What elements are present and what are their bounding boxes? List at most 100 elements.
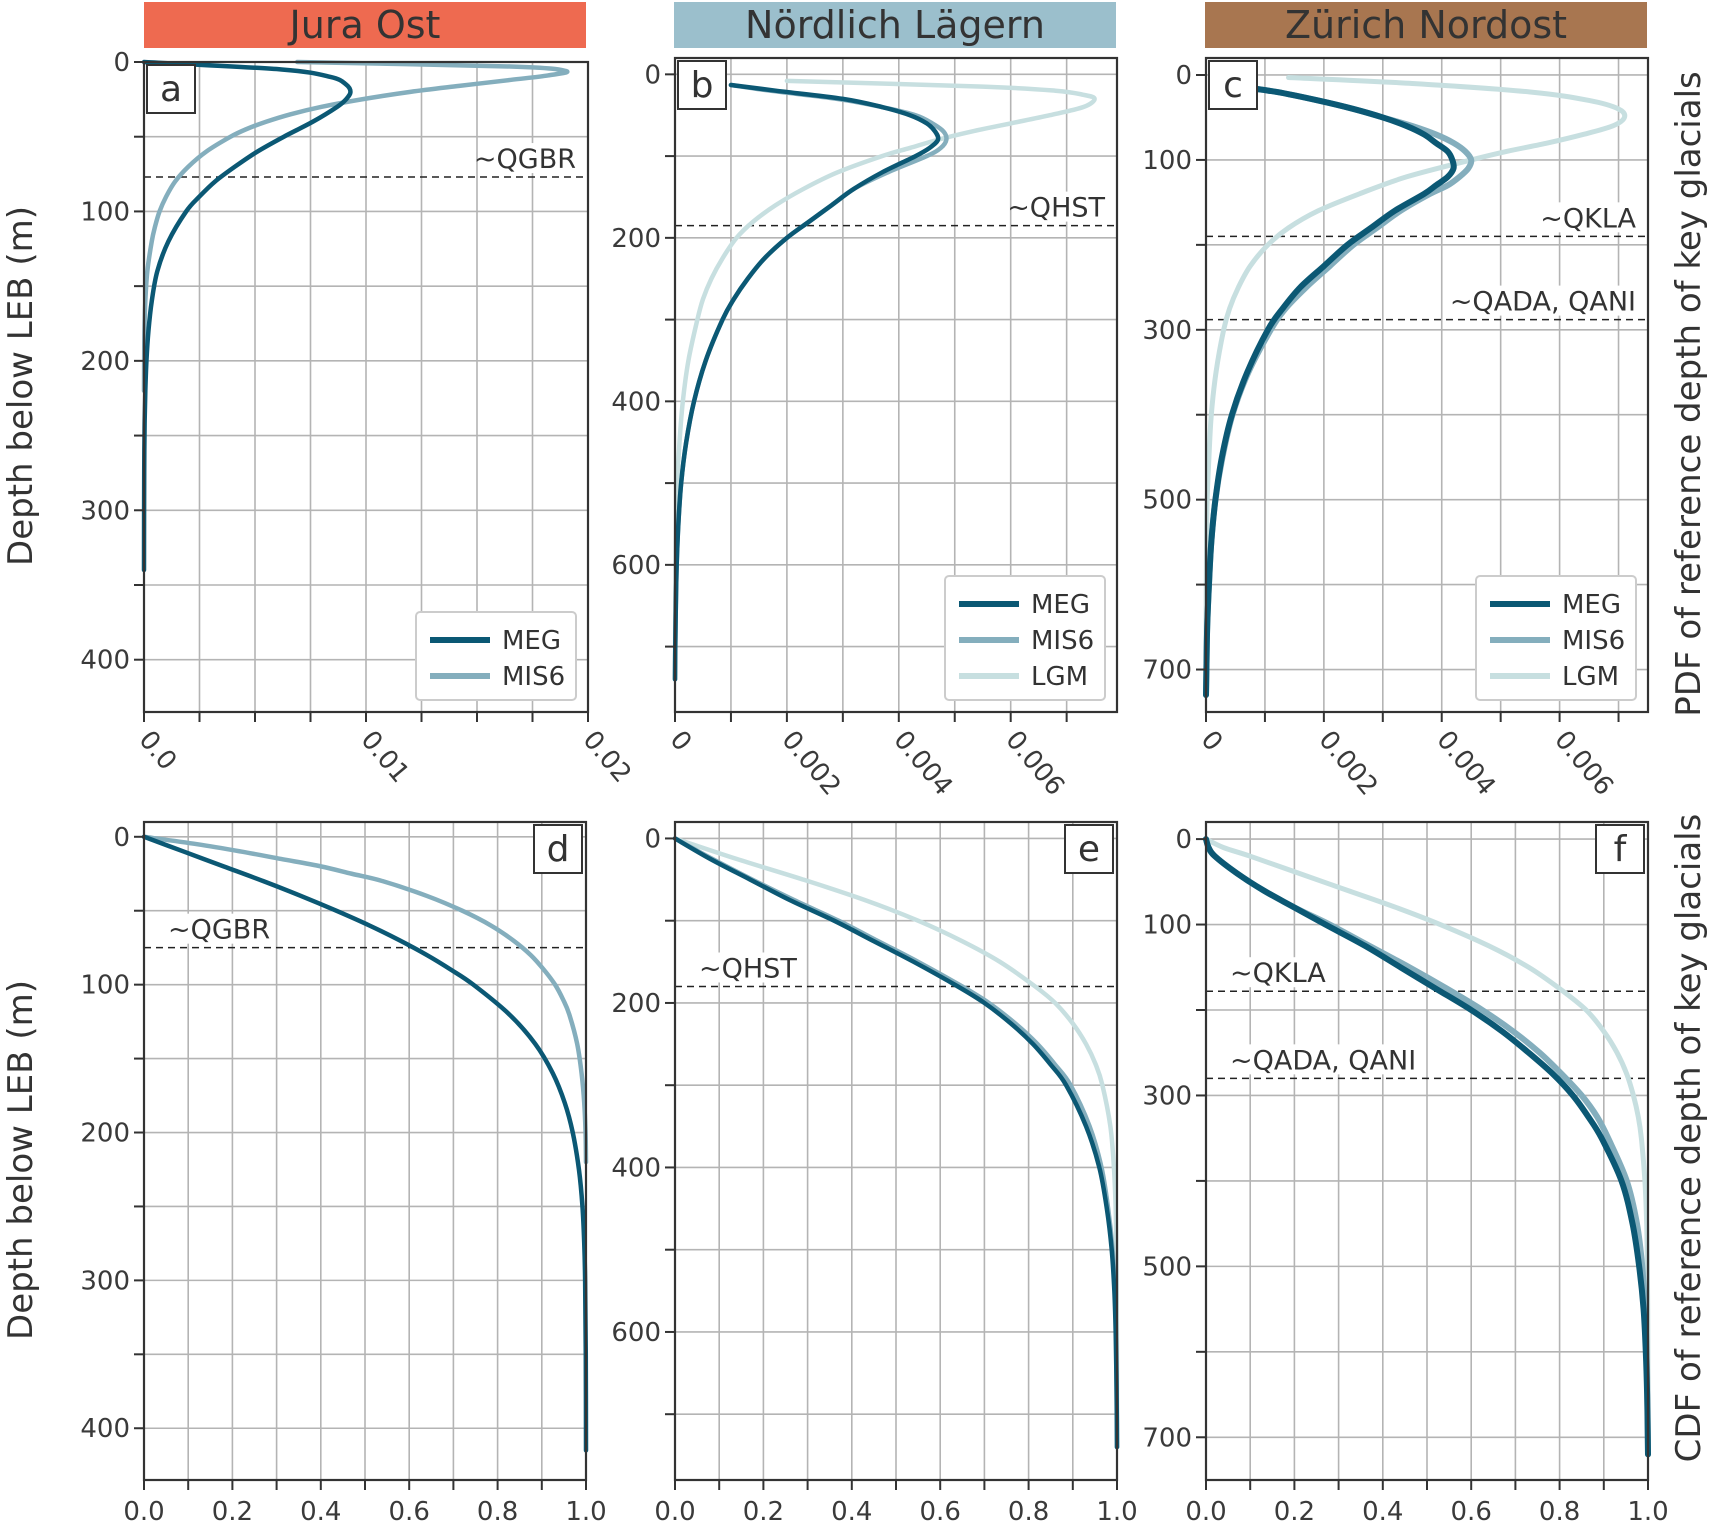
- x-tick-label: 0.02: [577, 725, 637, 789]
- legend-label-meg: MEG: [502, 626, 561, 656]
- y-tick-label: 600: [611, 1318, 661, 1348]
- panel-letter: b: [691, 65, 714, 106]
- reference-depth-label: ~QKLA: [1540, 203, 1636, 234]
- y-tick-label: 300: [1142, 316, 1192, 346]
- x-tick-label: 0.0: [1185, 1497, 1226, 1527]
- x-tick-label: 0.004: [887, 725, 958, 801]
- region-header-bar: [674, 2, 1116, 48]
- pdf-side-label: PDF of reference depth of key glacials: [1669, 71, 1709, 716]
- reference-label-background: [488, 143, 580, 174]
- x-tick-label: 0.8: [1008, 1497, 1049, 1527]
- x-tick-label: 0.6: [920, 1497, 961, 1527]
- y-tick-label: 700: [1142, 656, 1192, 686]
- x-tick-label: 1.0: [565, 1497, 606, 1527]
- panel-letter-box: [533, 824, 583, 874]
- panel-letter: f: [1614, 829, 1628, 870]
- reference-label-background: [162, 913, 254, 944]
- y-tick-label: 0: [644, 60, 661, 90]
- legend: MEG MIS6 LGM: [1475, 575, 1637, 701]
- legend-label-mis6: MIS6: [1562, 626, 1625, 656]
- region-header-zuerich-nordost: Zürich Nordost: [1205, 2, 1647, 48]
- panel-letter: d: [547, 829, 570, 870]
- y-tick-label: 0: [1175, 825, 1192, 855]
- series-line-meg: [1203, 836, 1651, 1458]
- x-tick-label: 0.0: [123, 1497, 164, 1527]
- panel-letter-box: [1595, 824, 1645, 874]
- y-tick-label: 400: [80, 646, 130, 676]
- x-tick-label: 0.004: [1430, 725, 1501, 801]
- x-tick-label: 0.006: [1548, 725, 1619, 801]
- y-tick-label: 300: [80, 496, 130, 526]
- y-tick-label: 200: [611, 224, 661, 254]
- x-tick-label: 1.0: [1627, 1497, 1668, 1527]
- panel-c: ~QKLA ~QADA, QANI 0 100 300 500 700 0 0.002 0.004…: [1142, 56, 1650, 802]
- x-tick-label: 0.8: [1539, 1497, 1580, 1527]
- x-tick-label: 0.6: [389, 1497, 430, 1527]
- y-tick-label: 200: [611, 989, 661, 1019]
- x-tick-label: 1.0: [1096, 1497, 1137, 1527]
- panel-letter-box: [677, 60, 727, 110]
- y-tick-label: 200: [80, 1119, 130, 1149]
- reference-label-background: [1224, 957, 1316, 988]
- reference-label-background: [1017, 191, 1109, 222]
- x-tick-label: 0.2: [1274, 1497, 1315, 1527]
- reference-depth-label: ~QKLA: [1230, 958, 1326, 989]
- reference-depth-label: ~QADA, QANI: [1450, 287, 1636, 318]
- region-header-bar: [144, 2, 586, 48]
- y-tick-label: 600: [611, 551, 661, 581]
- y-tick-label: 100: [80, 971, 130, 1001]
- y-axis-label-bottom: Depth below LEB (m): [1, 980, 41, 1340]
- y-tick-label: 0: [1175, 61, 1192, 91]
- y-axis-label-top: Depth below LEB (m): [1, 206, 41, 566]
- region-header-title: Jura Ost: [288, 3, 441, 47]
- plot-frame: [673, 56, 1119, 714]
- y-tick-label: 0: [113, 48, 130, 78]
- x-tick-label: 0.002: [1313, 725, 1384, 801]
- legend-label-meg: MEG: [1562, 590, 1621, 620]
- x-tick-label: 0.4: [831, 1497, 872, 1527]
- panel-letter-box: [1208, 60, 1258, 110]
- region-header-title: Nördlich Lägern: [745, 3, 1045, 47]
- y-tick-label: 700: [1142, 1423, 1192, 1453]
- legend: MEG MIS6: [415, 611, 577, 701]
- region-header-bar: [1205, 2, 1647, 48]
- y-tick-label: 500: [1142, 1252, 1192, 1282]
- series-line-mis6: [141, 59, 570, 393]
- reference-label-background: [1548, 202, 1640, 233]
- panel-d: ~QGBR 0 100 200 300 400 0.0 0.2 0.4 0.6 0.8 1.0 d: [80, 820, 607, 1527]
- legend-label-mis6: MIS6: [502, 662, 565, 692]
- series-line-meg: [1203, 83, 1457, 699]
- reference-label-background: [693, 952, 785, 983]
- region-header-jura-ost: Jura Ost: [144, 2, 586, 48]
- legend-label-lgm: LGM: [1562, 662, 1619, 692]
- panel-b: ~QHST 0 200 400 600 0 0.002 0.004 0.006 b MEG MIS6 L…: [611, 56, 1119, 802]
- reference-depth-label: ~QADA, QANI: [1230, 1045, 1416, 1076]
- legend: MEG MIS6 LGM: [944, 575, 1106, 701]
- series-line-meg: [672, 82, 941, 682]
- x-tick-label: 0.4: [1362, 1497, 1403, 1527]
- y-tick-label: 400: [80, 1414, 130, 1444]
- x-tick-label: 0.4: [300, 1497, 341, 1527]
- x-tick-label: 0: [1195, 725, 1229, 757]
- y-tick-label: 400: [611, 387, 661, 417]
- y-tick-label: 100: [1142, 911, 1192, 941]
- reference-label-background: [1452, 285, 1640, 316]
- reference-depth-label: ~QGBR: [474, 144, 576, 175]
- panel-f: ~QKLA ~QADA, QANI 0 100 300 500 700 0.0 0.2 0.4 0.…: [1142, 820, 1669, 1527]
- region-header-noerdlich-laegern: Nördlich Lägern: [674, 2, 1116, 48]
- y-tick-label: 200: [80, 347, 130, 377]
- panel-letter-box: [1064, 824, 1114, 874]
- x-tick-label: 0.0: [654, 1497, 695, 1527]
- panel-letter-box: [146, 64, 196, 114]
- plot-frame: [1204, 56, 1650, 714]
- x-tick-label: 0.2: [212, 1497, 253, 1527]
- y-tick-label: 400: [611, 1153, 661, 1183]
- reference-depth-label: ~QHST: [1007, 193, 1105, 224]
- y-tick-label: 300: [1142, 1081, 1192, 1111]
- x-tick-label: 0.6: [1451, 1497, 1492, 1527]
- y-tick-label: 500: [1142, 486, 1192, 516]
- panel-a: ~QGBR 0 100 200 300 400 0.0 0.01 0.02 a MEG MIS6: [80, 48, 636, 789]
- panel-e: ~QHST 0 200 400 600 0.0 0.2 0.4 0.6 0.8 1.0 e: [611, 820, 1138, 1527]
- series-line-meg: [672, 836, 1120, 1450]
- legend-label-meg: MEG: [1031, 590, 1090, 620]
